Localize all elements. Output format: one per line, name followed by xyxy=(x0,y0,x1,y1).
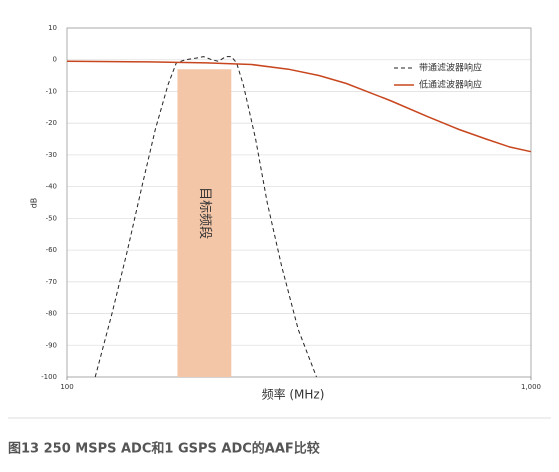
target-band xyxy=(177,69,232,377)
plot-frame xyxy=(66,27,532,378)
y-tick-label: -100 xyxy=(41,373,57,381)
band-label: 目标频段 xyxy=(197,187,212,239)
y-tick-label: -70 xyxy=(46,278,57,286)
y-tick-label: -80 xyxy=(46,310,57,318)
y-tick-label: -20 xyxy=(46,119,57,127)
y-tick-label: -90 xyxy=(46,341,57,349)
y-tick-label: -10 xyxy=(46,87,57,95)
caption: 图13 250 MSPS ADC和1 GSPS ADC的AAF比较 xyxy=(8,441,320,457)
x-tick-label: 100 xyxy=(60,383,73,391)
y-tick-label: 0 xyxy=(53,56,57,64)
x-tick-label: 1,000 xyxy=(521,383,541,391)
x-axis-label: 频率 (MHz) xyxy=(262,387,325,402)
y-tick-label: -50 xyxy=(46,214,57,222)
series-line xyxy=(94,56,317,378)
y-axis-label: dB xyxy=(30,198,39,209)
legend-label: 带通滤波器响应 xyxy=(419,62,482,74)
series-line xyxy=(66,60,532,153)
legend-label: 低通滤波器响应 xyxy=(419,79,482,91)
y-tick-label: -30 xyxy=(46,151,57,159)
y-tick-label: -60 xyxy=(46,246,57,254)
y-tick-label: 10 xyxy=(48,24,57,32)
y-tick-label: -40 xyxy=(46,183,57,191)
